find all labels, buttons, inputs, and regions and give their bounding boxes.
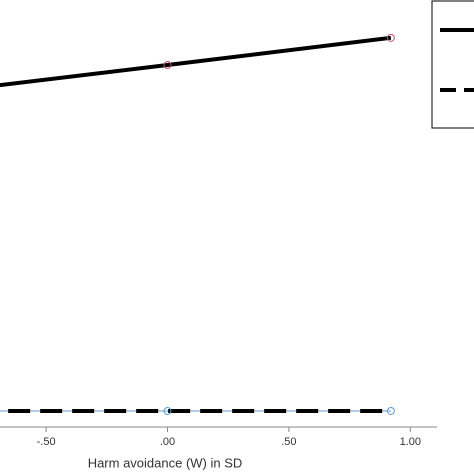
x-axis-label: Harm avoidance (W) in SD xyxy=(88,455,243,470)
marker xyxy=(163,61,172,70)
series-line xyxy=(0,35,392,88)
x-tick-label: .50 xyxy=(281,436,296,448)
x-tick-label: .00 xyxy=(160,436,175,448)
x-tick-label: 1.00 xyxy=(400,436,421,448)
marker xyxy=(163,406,172,415)
legend-box xyxy=(431,0,474,129)
marker xyxy=(386,406,395,415)
x-tick-label: -.50 xyxy=(37,436,56,448)
marker xyxy=(386,33,395,42)
